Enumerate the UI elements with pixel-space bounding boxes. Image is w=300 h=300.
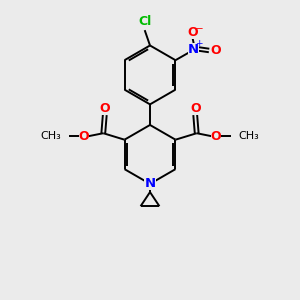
Text: O: O — [79, 130, 89, 143]
Text: O: O — [190, 102, 200, 115]
Text: O: O — [100, 102, 110, 115]
Text: +: + — [195, 39, 203, 48]
Text: CH₃: CH₃ — [238, 131, 259, 141]
Text: O: O — [211, 130, 221, 143]
Text: O: O — [211, 44, 221, 57]
Text: N: N — [188, 43, 199, 56]
Text: O: O — [187, 26, 198, 39]
Text: Cl: Cl — [138, 15, 151, 28]
Text: CH₃: CH₃ — [41, 131, 62, 141]
Text: N: N — [144, 177, 156, 190]
Text: −: − — [195, 24, 204, 34]
